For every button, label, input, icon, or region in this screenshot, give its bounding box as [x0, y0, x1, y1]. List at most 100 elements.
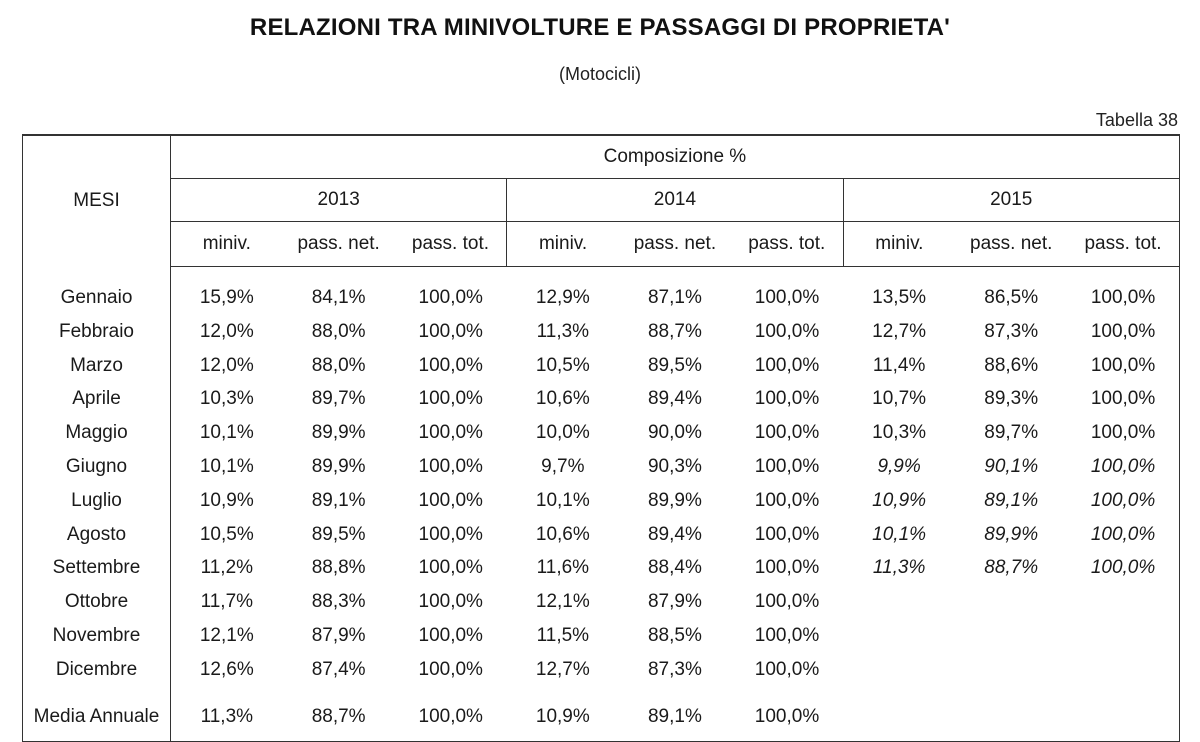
cell-2014-pass-net: 87,9%	[647, 591, 702, 613]
cell-2014-miniv: 10,0%	[535, 422, 590, 444]
cell-2014-pass-net: 89,1%	[647, 705, 702, 727]
cell-2013-pass-tot: 100,0%	[418, 705, 483, 727]
cell-2014-pass-net: 89,9%	[647, 489, 702, 511]
cell-2015-miniv	[843, 585, 955, 619]
cell-2014-miniv: 11,6%	[536, 557, 590, 579]
cell-2015-pass-net: 87,3%	[984, 320, 1039, 342]
table-row: Maggio 10,1% 89,9% 100,0% 10,0% 90,0% 100,0% 10…	[22, 416, 1180, 451]
cell-2015-pass-tot	[1067, 653, 1179, 687]
cell-2013-pass-tot: 100,0%	[418, 354, 483, 376]
cell-2015-pass-tot: 100,0%	[1090, 388, 1156, 410]
subheader-pass-net: pass. net.	[282, 221, 395, 267]
cell-2015-pass-tot	[1067, 585, 1179, 619]
cell-2014-miniv: 12,7%	[535, 658, 590, 680]
cell-2014-miniv: 10,1%	[535, 489, 590, 511]
cell-2015-pass-tot	[1067, 687, 1179, 742]
cell-2014-pass-tot: 100,0%	[754, 320, 820, 342]
cell-2013-pass-net: 88,0%	[311, 354, 366, 376]
cell-2014-pass-tot: 100,0%	[754, 705, 820, 727]
cell-2014-miniv: 10,6%	[535, 523, 590, 545]
cell-2014-pass-net: 89,5%	[647, 354, 702, 376]
cell-2014-miniv: 11,5%	[536, 625, 590, 647]
subheader-pass-tot: pass. tot.	[730, 221, 844, 267]
subheader-miniv: miniv.	[170, 221, 283, 267]
cell-2014-pass-net: 88,4%	[647, 557, 702, 579]
cell-2013-pass-net: 89,5%	[311, 523, 366, 545]
cell-2013-pass-net: 88,8%	[311, 557, 366, 579]
cell-2015-pass-tot: 100,0%	[1090, 557, 1156, 579]
cell-2014-pass-net: 87,1%	[647, 287, 702, 308]
cell-2013-pass-tot: 100,0%	[418, 456, 483, 478]
cell-2015-pass-net: 90,1%	[984, 456, 1039, 478]
subheader-miniv: miniv.	[842, 221, 956, 267]
cell-2013-pass-net: 89,9%	[311, 422, 366, 444]
cell-2015-miniv	[843, 653, 955, 687]
cell-2015-miniv: 10,9%	[872, 489, 927, 511]
cell-2013-pass-tot: 100,0%	[418, 557, 483, 579]
cell-2015-pass-tot: 100,0%	[1090, 354, 1156, 376]
cell-2013-pass-net: 88,0%	[311, 320, 366, 342]
cell-2015-pass-tot: 100,0%	[1090, 287, 1156, 308]
cell-2014-pass-tot: 100,0%	[754, 591, 820, 613]
cell-2014-pass-net: 87,3%	[647, 658, 702, 680]
subheader-miniv: miniv.	[506, 221, 619, 267]
cell-2013-pass-net: 87,4%	[311, 658, 366, 680]
header-year-2013: 2013	[170, 178, 507, 222]
page-title: RELAZIONI TRA MINIVOLTURE E PASSAGGI DI …	[249, 14, 951, 41]
cell-2014-pass-net: 90,0%	[647, 422, 702, 444]
table-row: Dicembre 12,6% 87,4% 100,0% 12,7% 87,3% 100,0%	[22, 652, 1180, 687]
cell-2014-miniv: 9,7%	[541, 456, 585, 478]
cell-2014-pass-net: 89,4%	[647, 388, 702, 410]
table-reference: Tabella 38	[1095, 110, 1178, 130]
cell-2015-pass-tot: 100,0%	[1090, 320, 1156, 342]
cell-2013-miniv: 12,1%	[199, 625, 254, 647]
cell-2013-pass-tot: 100,0%	[418, 658, 483, 680]
cell-2013-pass-net: 89,7%	[311, 388, 366, 410]
cell-2015-miniv	[843, 687, 955, 742]
month-label: Giugno	[22, 450, 171, 484]
cell-2014-pass-tot: 100,0%	[754, 388, 820, 410]
header-mesi: MESI	[22, 135, 171, 267]
cell-2014-pass-tot: 100,0%	[754, 287, 820, 308]
cell-2013-pass-tot: 100,0%	[418, 489, 483, 511]
cell-2014-pass-tot: 100,0%	[754, 625, 820, 647]
cell-2015-miniv: 11,4%	[872, 354, 926, 376]
table-row: Gennaio 15,9% 84,1% 100,0% 12,9% 87,1% 100,0% 1…	[22, 266, 1180, 315]
table-row-media-annuale: Media Annuale 11,3% 88,7% 100,0% 10,9% 89,1% 1…	[22, 686, 1180, 742]
cell-2015-miniv: 10,3%	[872, 422, 927, 444]
cell-2013-miniv: 10,1%	[199, 422, 254, 444]
cell-2013-pass-net: 87,9%	[311, 625, 366, 647]
cell-2013-pass-net: 88,3%	[311, 591, 366, 613]
cell-2015-miniv: 9,9%	[877, 456, 921, 478]
cell-2015-pass-tot	[1067, 619, 1179, 653]
cell-2013-miniv: 11,7%	[200, 591, 254, 613]
cell-2015-miniv: 11,3%	[872, 557, 926, 579]
month-label: Agosto	[22, 517, 171, 552]
cell-2014-miniv: 10,6%	[535, 388, 590, 410]
cell-2013-pass-tot: 100,0%	[418, 422, 483, 444]
cell-2014-pass-tot: 100,0%	[754, 422, 820, 444]
cell-2013-pass-net: 89,9%	[311, 456, 366, 478]
table-row: Marzo 12,0% 88,0% 100,0% 10,5% 89,5% 100,0% 11,…	[22, 348, 1180, 383]
month-label: Media Annuale	[22, 686, 171, 742]
cell-2013-miniv: 10,1%	[199, 456, 254, 478]
cell-2014-pass-tot: 100,0%	[754, 489, 820, 511]
cell-2015-pass-net: 88,7%	[984, 557, 1039, 579]
table-row: Agosto 10,5% 89,5% 100,0% 10,6% 89,4% 100,0% 10…	[22, 517, 1180, 552]
cell-2014-miniv: 12,9%	[535, 287, 590, 308]
month-label: Gennaio	[22, 266, 171, 315]
cell-2014-pass-tot: 100,0%	[754, 557, 820, 579]
cell-2013-pass-net: 88,7%	[311, 705, 366, 727]
cell-2013-miniv: 10,9%	[199, 489, 254, 511]
cell-2015-pass-net	[955, 585, 1067, 619]
subheader-pass-tot: pass. tot.	[1067, 221, 1180, 267]
table-row: Luglio 10,9% 89,1% 100,0% 10,1% 89,9% 100,0% 10…	[22, 483, 1180, 518]
cell-2015-miniv: 10,1%	[872, 523, 927, 545]
page-subtitle: (Motocicli)	[558, 64, 641, 84]
cell-2014-pass-tot: 100,0%	[754, 523, 820, 545]
header-composizione: Composizione %	[170, 135, 1180, 179]
cell-2015-miniv: 13,5%	[872, 287, 927, 308]
cell-2013-miniv: 11,3%	[200, 705, 254, 727]
cell-2015-pass-net: 89,1%	[984, 489, 1039, 511]
table-row: Ottobre 11,7% 88,3% 100,0% 12,1% 87,9% 100,0%	[22, 585, 1180, 620]
